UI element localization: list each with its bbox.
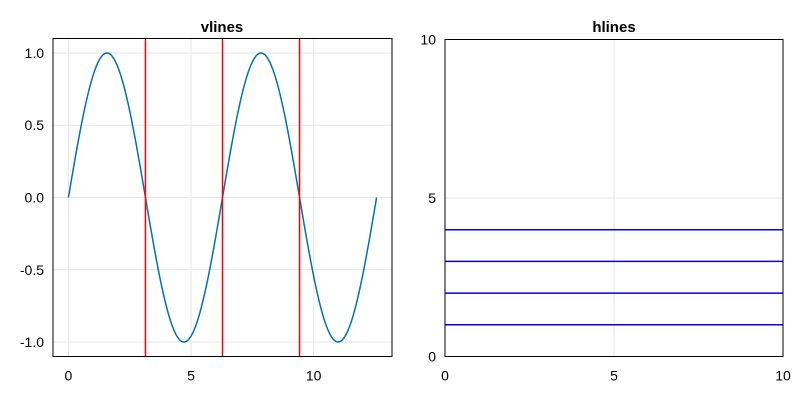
y-tick-label: 0.5 (25, 117, 45, 133)
vlines-axes-frame (52, 38, 393, 357)
vlines-tick-labels: 0 5 10 1.0 0.5 0.0 -0.5 -1.0 (20, 45, 322, 384)
y-tick-label: -0.5 (20, 262, 44, 278)
y-tick-label: -1.0 (20, 334, 44, 350)
x-tick-label: 10 (775, 368, 791, 384)
x-tick-label: 10 (306, 368, 322, 384)
hlines-title: hlines (592, 19, 635, 36)
y-tick-label: 0 (428, 349, 436, 365)
y-tick-label: 0.0 (25, 190, 45, 206)
x-tick-label: 5 (610, 368, 618, 384)
vlines-panel: vlines 0 5 10 1.0 0.5 0.0 -0.5 -1.0 (20, 19, 393, 384)
hlines-panel: hlines 0 5 10 0 5 10 (420, 19, 791, 384)
y-tick-label: 5 (428, 190, 436, 206)
hlines-tick-labels: 0 5 10 0 5 10 (420, 32, 791, 384)
y-tick-label: 10 (420, 32, 436, 48)
hlines-grid (444, 39, 784, 357)
x-tick-label: 5 (187, 368, 195, 384)
hlines-axes-frame (444, 39, 784, 357)
x-tick-label: 0 (441, 368, 449, 384)
vlines-title: vlines (201, 19, 244, 36)
y-tick-label: 1.0 (25, 45, 45, 61)
x-tick-label: 0 (65, 368, 73, 384)
vlines-lines (144, 38, 301, 357)
hlines-lines (445, 228, 783, 326)
